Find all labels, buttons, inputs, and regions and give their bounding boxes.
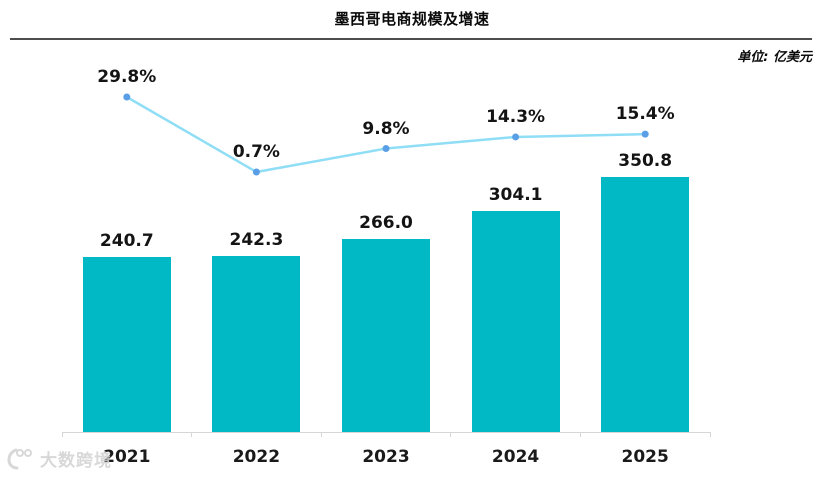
- axis-tick: [450, 432, 452, 437]
- bar-value-label-2021: 240.7: [99, 231, 154, 251]
- axis-tick: [320, 432, 322, 437]
- line-point-marker: [123, 93, 131, 101]
- axis-tick: [61, 432, 63, 437]
- x-axis-label-2025: 2025: [621, 447, 669, 467]
- watermark: 大数跨境: [6, 446, 112, 471]
- brand-logo-icon: [7, 448, 32, 469]
- growth-label-2021: 29.8%: [97, 67, 157, 87]
- line-point-marker: [382, 145, 390, 153]
- x-axis-line: [62, 432, 710, 433]
- bar-value-label-2022: 242.3: [229, 230, 284, 250]
- line-point-marker: [512, 133, 520, 141]
- bar-2025: [601, 177, 690, 432]
- axis-tick: [709, 432, 711, 437]
- growth-label-2025: 15.4%: [615, 104, 675, 125]
- unit-label: 单位: 亿美元: [737, 50, 812, 65]
- line-point-marker: [252, 168, 260, 176]
- growth-label-2023: 9.8%: [362, 118, 410, 139]
- x-axis-label-2022: 2022: [232, 447, 281, 467]
- bar-value-label-2024: 304.1: [488, 185, 543, 205]
- bar-2022: [212, 256, 301, 432]
- bar-value-label-2025: 350.8: [618, 151, 673, 171]
- growth-label-2024: 14.3%: [486, 106, 546, 127]
- line-point-marker: [641, 130, 649, 138]
- axis-tick: [191, 432, 193, 437]
- growth-label-2022: 0.7%: [232, 141, 280, 162]
- bar-2023: [342, 239, 430, 432]
- x-axis-label-2024: 2024: [491, 447, 540, 467]
- title-divider: [10, 38, 812, 40]
- x-axis-label-2021: 2021: [103, 447, 151, 467]
- bar-2021: [82, 257, 171, 432]
- bar-2024: [471, 211, 560, 432]
- chart-title: 墨西哥电商规模及增速: [334, 10, 490, 28]
- axis-tick: [579, 432, 581, 437]
- bar-value-label-2023: 266.0: [359, 213, 413, 233]
- watermark-text: 大数跨境: [40, 451, 112, 471]
- plot-area: 240.7 2021 29.8% 242.3 2022 0.7% 266.0 2023 9.8%…: [61, 60, 711, 467]
- x-axis-label-2023: 2023: [362, 447, 410, 467]
